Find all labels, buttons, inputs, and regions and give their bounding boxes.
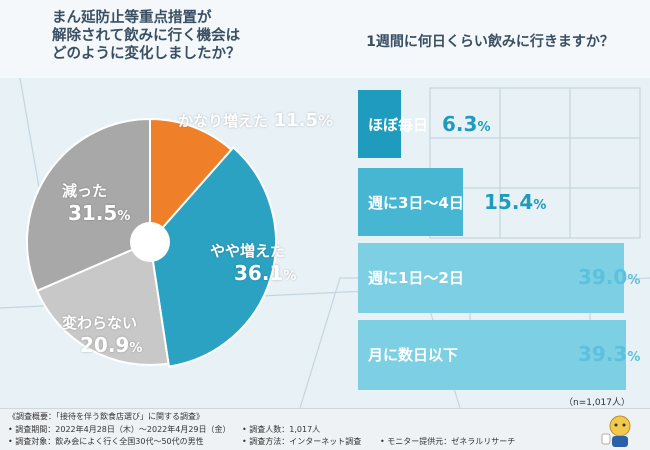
- pie-label-value: 31.5%: [68, 201, 131, 225]
- bar-few-days-month: [358, 320, 626, 390]
- pie-label-value: 36.1%: [234, 261, 297, 285]
- survey-footer: 《調査概要：「接待を伴う飲食店選び」に関する調査》 • 調査期間：2022年4月…: [0, 408, 650, 450]
- pie-label-name: 減った: [62, 182, 108, 200]
- bar-label-almost-every-day: ほぼ毎日: [368, 116, 429, 134]
- pie-label-name: やや増えた: [210, 242, 286, 260]
- pie-label-decreased: 減った 31.5%: [62, 180, 130, 225]
- pie-label-value: 11.5%: [273, 110, 334, 131]
- pie-label-slightly-increased: やや増えた 36.1%: [210, 240, 296, 285]
- survey-method: • 調査方法：インターネット調査: [242, 437, 362, 446]
- pie-slice-2: [35, 240, 170, 366]
- pie-slice-3: [26, 117, 151, 293]
- pie-slice-1: [148, 146, 277, 368]
- survey-overview: 《調査概要：「接待を伴う飲食店選び」に関する調査》: [8, 412, 204, 421]
- survey-period: • 調査期間：2022年4月28日（木）〜2022年4月29日（金）: [8, 425, 231, 434]
- pie-label-unchanged: 変わらない 20.9%: [62, 312, 142, 357]
- survey-provider: • モニター提供元：ゼネラルリサーチ: [380, 437, 516, 446]
- bar-label-1-2-days-week: 週に1日〜2日: [368, 269, 464, 287]
- survey-target: • 調査対象：飲み会によく行く全国30代〜50代の男性: [8, 437, 204, 446]
- sample-size-note: （n=1,017人）: [563, 398, 630, 408]
- pie-slice-0: [149, 117, 233, 245]
- pie-chart-title: まん延防止等重点措置が 解除されて飲みに行く機会は どのように変化しましたか？: [52, 10, 241, 62]
- pie-label-much-increased: かなり増えた 11.5%: [178, 110, 333, 131]
- survey-count: • 調査人数：1,017人: [242, 425, 321, 434]
- bar-3-4-days-week: [358, 168, 463, 236]
- pie-label-name: かなり増えた: [178, 112, 269, 130]
- bar-chart-title: 1週間に何日くらい飲みに行きますか？: [366, 34, 614, 50]
- bar-1-2-days-week: [358, 243, 624, 313]
- bar-value-few-days-month: 39.3%: [578, 342, 641, 366]
- bar-almost-every-day: [358, 90, 401, 158]
- bar-value-almost-every-day: 6.3%: [442, 112, 491, 136]
- bar-value-1-2-days-week: 39.0%: [578, 265, 641, 289]
- bar-value-3-4-days-week: 15.4%: [484, 190, 547, 214]
- bar-label-few-days-month: 月に数日以下: [368, 346, 459, 364]
- mascot-illustration: [601, 415, 631, 447]
- pie-center-hole: [130, 222, 170, 262]
- bar-label-3-4-days-week: 週に3日〜4日: [368, 194, 464, 212]
- pie-label-value: 20.9%: [80, 333, 143, 357]
- pie-label-name: 変わらない: [62, 314, 138, 332]
